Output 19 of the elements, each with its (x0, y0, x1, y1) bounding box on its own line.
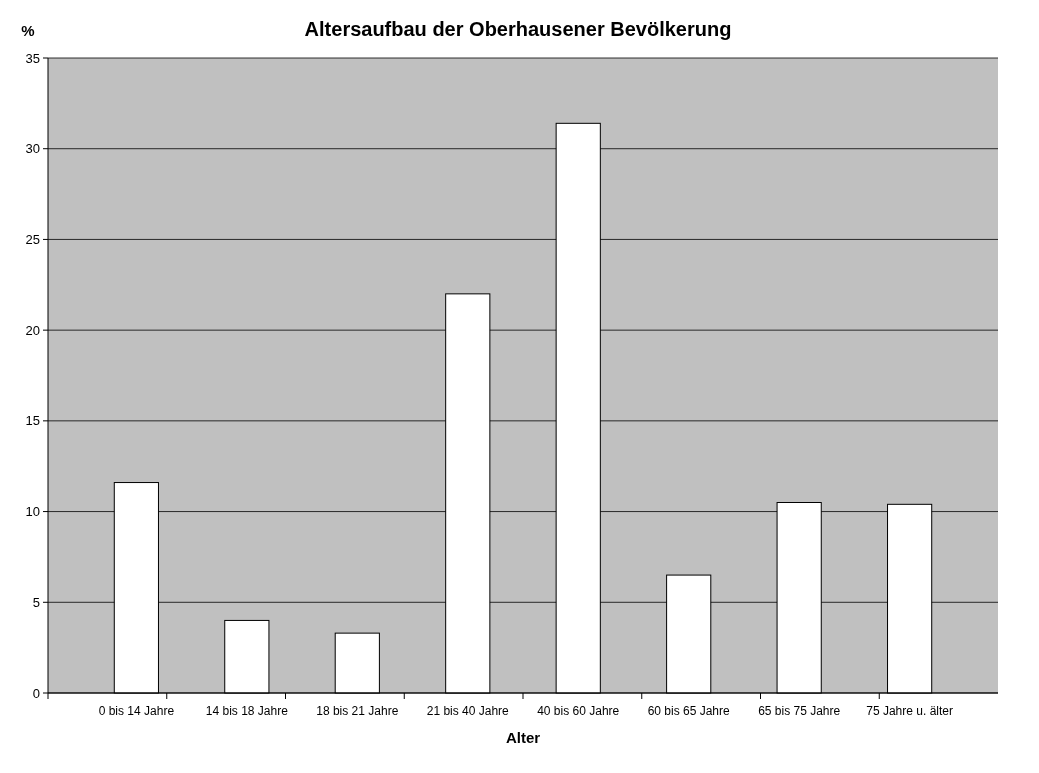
y-axis-title: % (21, 22, 35, 39)
y-tick-label: 5 (32, 594, 40, 610)
x-tick-label: 75 Jahre u. älter (866, 704, 953, 718)
x-axis-title: Alter (505, 729, 541, 746)
y-tick-label: 20 (25, 322, 40, 338)
y-tick-label: 0 (32, 685, 40, 701)
x-tick-label: 18 bis 21 Jahre (316, 704, 399, 718)
x-tick-label: 60 bis 65 Jahre (647, 704, 731, 718)
chart-title: Altersaufbau der Oberhausener Bevölkerung (304, 18, 732, 40)
y-tick-label: 35 (25, 50, 40, 66)
y-tick-label: 15 (25, 413, 40, 429)
y-tick-label: 10 (25, 504, 40, 520)
x-tick-label: 0 bis 14 Jahre (98, 704, 175, 718)
x-tick-label: 40 bis 60 Jahre (537, 704, 620, 718)
x-tick-label: 14 bis 18 Jahre (205, 704, 289, 718)
y-tick-label: 25 (25, 231, 40, 247)
x-tick-label: 21 bis 40 Jahre (426, 704, 510, 718)
y-tick-label: 30 (25, 141, 40, 157)
x-tick-label: 65 bis 75 Jahre (758, 704, 841, 718)
